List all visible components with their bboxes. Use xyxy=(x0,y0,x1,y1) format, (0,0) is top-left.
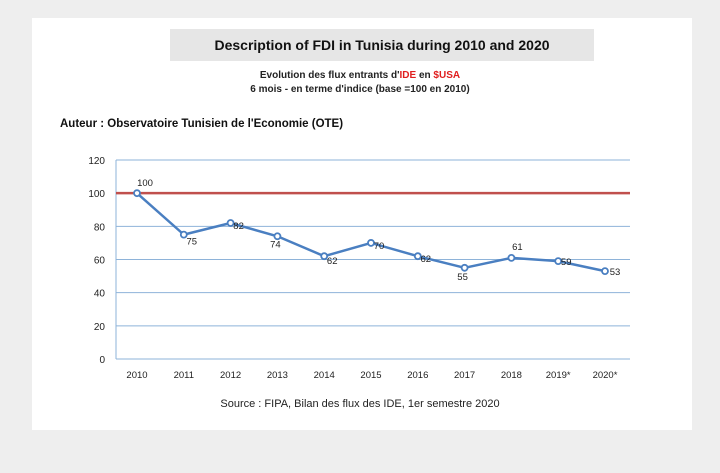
x-tick-label: 2017 xyxy=(454,370,475,381)
subtitle-ide: IDE xyxy=(399,70,417,81)
x-tick-label: 2011 xyxy=(174,370,194,381)
chart-card xyxy=(32,18,692,430)
subtitle-mid: en xyxy=(416,70,434,81)
data-label: 55 xyxy=(457,272,468,283)
data-label: 59 xyxy=(561,257,572,268)
subtitle-currency: $USA xyxy=(433,70,461,81)
x-tick-label: 2015 xyxy=(360,370,381,381)
subtitle-prefix: Evolution des flux entrants d' xyxy=(259,70,400,81)
data-label: 62 xyxy=(421,254,432,265)
author-credit: Auteur : Observatoire Tunisien de l'Econ… xyxy=(60,118,344,130)
x-tick-label: 2013 xyxy=(267,370,288,381)
y-tick-label: 0 xyxy=(99,355,105,366)
data-label: 70 xyxy=(374,241,385,252)
data-point xyxy=(554,257,563,266)
y-tick-label: 80 xyxy=(94,222,106,233)
y-tick-label: 100 xyxy=(88,189,105,200)
data-point xyxy=(367,239,375,247)
data-point xyxy=(460,263,469,272)
data-point xyxy=(273,232,282,241)
y-tick-label: 40 xyxy=(94,289,106,300)
x-tick-label: 2014 xyxy=(314,370,335,381)
chart-title: Description of FDI in Tunisia during 201… xyxy=(170,29,594,61)
x-tick-label: 2019* xyxy=(546,370,571,381)
y-tick-label: 120 xyxy=(88,156,105,167)
data-label: 100 xyxy=(137,178,153,189)
subtitle-line-2: 6 mois - en terme d'indice (base =100 en… xyxy=(250,84,470,95)
data-point xyxy=(179,230,188,239)
data-label: 61 xyxy=(512,242,523,253)
subtitle-line-1: Evolution des flux entrants d'IDE en $US… xyxy=(0,70,720,81)
data-label: 53 xyxy=(610,267,621,278)
source-note: Source : FIPA, Bilan des flux des IDE, 1… xyxy=(220,398,500,410)
x-tick-label: 2020* xyxy=(593,370,618,381)
data-point xyxy=(507,253,516,262)
y-tick-label: 60 xyxy=(94,256,106,267)
x-tick-label: 2016 xyxy=(407,370,428,381)
data-label: 82 xyxy=(233,221,244,232)
data-point xyxy=(601,267,609,276)
x-tick-label: 2018 xyxy=(501,370,522,381)
data-label: 75 xyxy=(187,237,198,248)
y-tick-label: 20 xyxy=(94,322,106,333)
data-label: 62 xyxy=(327,256,338,267)
x-tick-label: 2010 xyxy=(126,370,147,381)
x-tick-label: 2012 xyxy=(220,370,241,381)
data-label: 74 xyxy=(270,239,281,250)
data-point xyxy=(320,252,329,261)
data-point xyxy=(226,219,235,227)
data-point xyxy=(413,252,422,261)
data-point xyxy=(133,189,141,198)
